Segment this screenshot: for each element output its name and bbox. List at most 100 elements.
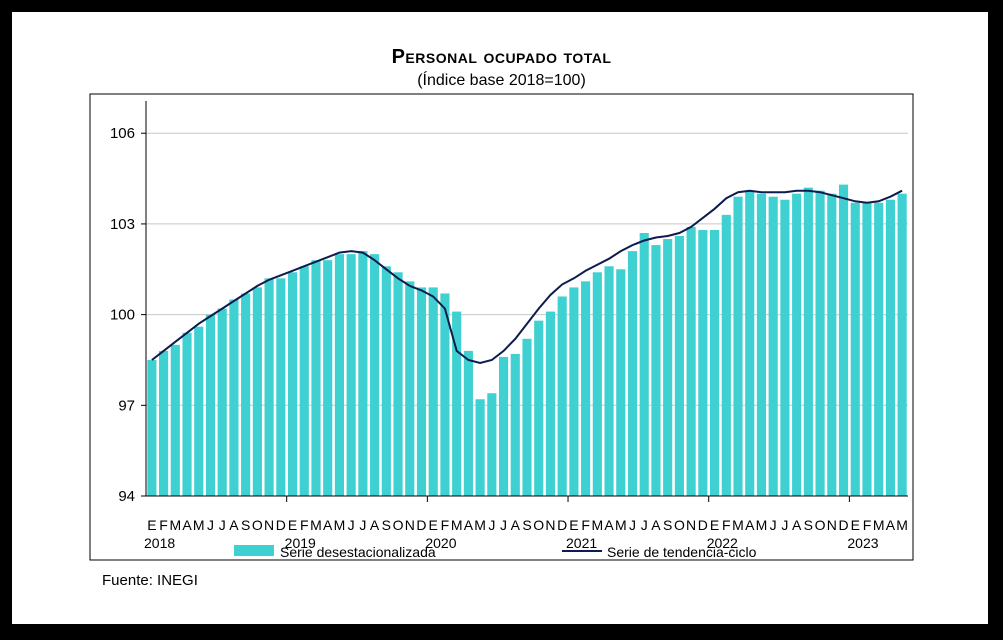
bar — [885, 199, 895, 496]
y-tick-label: 100 — [110, 307, 135, 324]
bar — [241, 293, 251, 496]
bar — [803, 187, 813, 496]
x-month-label: J — [207, 517, 214, 533]
bar — [733, 196, 743, 496]
bar — [393, 272, 403, 496]
y-tick-label: 94 — [118, 488, 135, 505]
bar — [323, 260, 333, 496]
x-month-label: A — [792, 517, 802, 533]
bar — [405, 281, 415, 496]
x-month-label: A — [229, 517, 239, 533]
bar — [182, 332, 192, 496]
x-month-label: A — [604, 517, 614, 533]
x-month-label: J — [488, 517, 495, 533]
x-month-label: J — [500, 517, 507, 533]
x-month-label: M — [873, 517, 885, 533]
bar — [545, 311, 556, 496]
bar — [229, 299, 239, 496]
bar — [170, 344, 180, 496]
bar — [651, 245, 661, 496]
bar — [334, 254, 345, 496]
bar — [569, 287, 579, 496]
x-month-label: D — [698, 517, 708, 533]
x-month-label: S — [804, 517, 813, 533]
bar — [346, 254, 356, 496]
x-month-label: F — [441, 517, 450, 533]
x-month-label: A — [886, 517, 896, 533]
x-month-label: F — [863, 517, 872, 533]
bar — [721, 214, 731, 496]
bar — [370, 254, 380, 496]
bar — [276, 278, 286, 496]
bar — [581, 281, 591, 496]
legend-line-label: Serie de tendencia-ciclo — [607, 544, 757, 560]
x-month-label: E — [710, 517, 719, 533]
bar — [850, 202, 860, 496]
x-year-label: 2023 — [847, 535, 878, 551]
bar — [522, 338, 532, 496]
bar — [616, 269, 626, 496]
bar — [604, 266, 614, 496]
x-month-label: S — [382, 517, 391, 533]
legend-bar-label: Serie desestacionalizada — [280, 544, 436, 560]
trend-line — [151, 189, 903, 365]
bar — [217, 308, 227, 496]
bar — [194, 326, 204, 496]
x-month-label: M — [169, 517, 181, 533]
y-tick-label: 97 — [118, 397, 135, 414]
bar — [428, 287, 438, 496]
x-month-label: O — [674, 517, 685, 533]
x-month-label: M — [310, 517, 322, 533]
x-month-label: A — [370, 517, 380, 533]
x-month-label: F — [722, 517, 731, 533]
x-month-label: D — [557, 517, 567, 533]
x-month-label: F — [581, 517, 590, 533]
bar — [381, 266, 391, 496]
x-month-label: J — [629, 517, 636, 533]
x-month-label: N — [264, 517, 274, 533]
source-note: Fuente: INEGI — [102, 572, 198, 589]
x-month-label: S — [522, 517, 531, 533]
legend-bar-swatch — [234, 545, 274, 556]
x-month-label: F — [300, 517, 309, 533]
x-month-label: F — [159, 517, 168, 533]
bar — [440, 293, 450, 496]
x-month-label: N — [686, 517, 696, 533]
bar — [897, 193, 907, 496]
bar — [780, 199, 790, 496]
x-month-label: J — [348, 517, 355, 533]
bar — [709, 229, 720, 496]
bar — [815, 190, 825, 496]
x-month-label: M — [896, 517, 908, 533]
x-month-label: N — [545, 517, 555, 533]
bar — [768, 196, 778, 496]
bar — [745, 190, 755, 496]
bar — [627, 251, 638, 496]
bar — [686, 226, 696, 496]
x-month-label: M — [615, 517, 627, 533]
x-month-label: A — [651, 517, 661, 533]
x-month-label: M — [474, 517, 486, 533]
bar — [838, 184, 849, 496]
bar — [358, 251, 368, 496]
bar — [639, 232, 649, 496]
bar — [698, 229, 708, 496]
x-month-label: O — [252, 517, 263, 533]
x-year-label: 2020 — [425, 535, 456, 551]
bar — [874, 202, 884, 496]
plot-frame — [89, 93, 914, 561]
bar — [287, 272, 298, 496]
x-month-label: E — [147, 517, 156, 533]
y-tick-label: 103 — [110, 216, 135, 233]
x-month-label: J — [219, 517, 226, 533]
x-month-label: A — [511, 517, 521, 533]
x-month-label: O — [815, 517, 826, 533]
x-month-label: J — [359, 517, 366, 533]
x-month-label: O — [393, 517, 404, 533]
x-month-label: E — [851, 517, 860, 533]
y-tick-label: 106 — [110, 125, 135, 142]
x-month-label: E — [429, 517, 438, 533]
bar — [463, 350, 473, 496]
x-month-label: E — [288, 517, 297, 533]
bar — [792, 193, 802, 496]
